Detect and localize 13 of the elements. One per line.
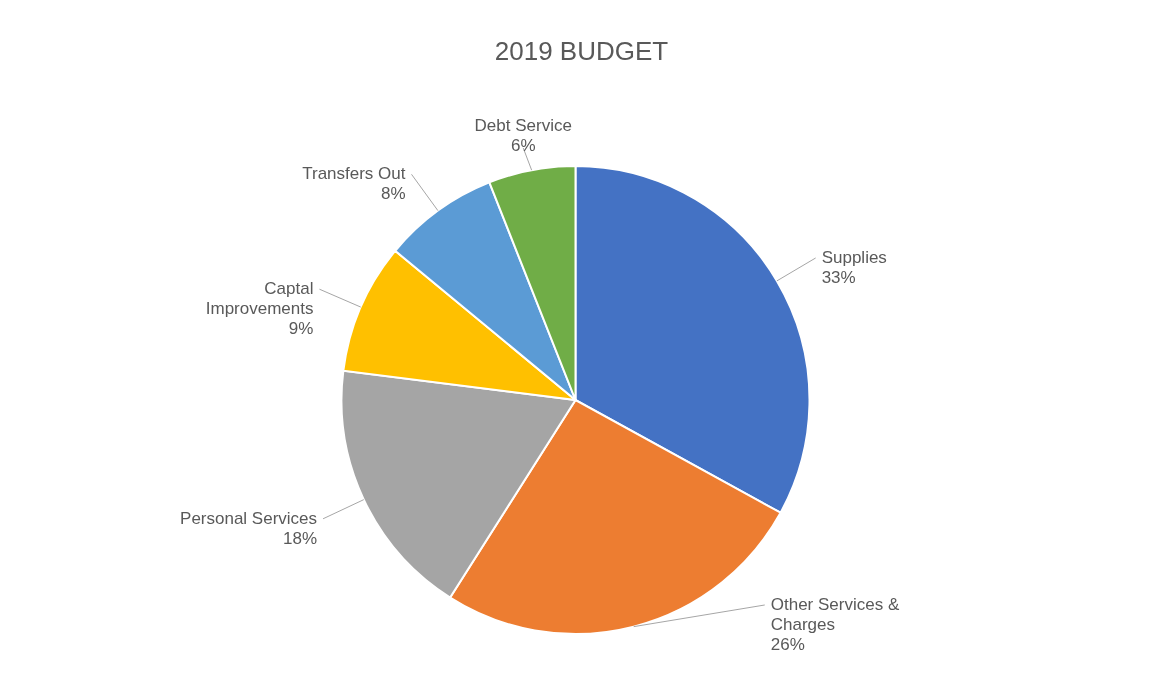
data-label: 26% — [770, 635, 805, 654]
data-label: 8% — [380, 184, 406, 204]
slice-label: Other Services & Charges — [770, 595, 900, 634]
data-label: 6% — [510, 135, 536, 155]
slice-label: Captal Improvements — [205, 279, 314, 319]
data-label: 33% — [821, 267, 856, 287]
slice-label: Personal Services — [180, 508, 318, 528]
data-label: 9% — [288, 319, 314, 339]
slice-label: Supplies — [821, 247, 887, 267]
data-label: 18% — [283, 528, 318, 548]
slice-label: Transfers Out — [302, 164, 406, 184]
chart-title: 2019 BUDGET — [494, 36, 669, 66]
slice-label: Debt Service — [474, 115, 572, 135]
